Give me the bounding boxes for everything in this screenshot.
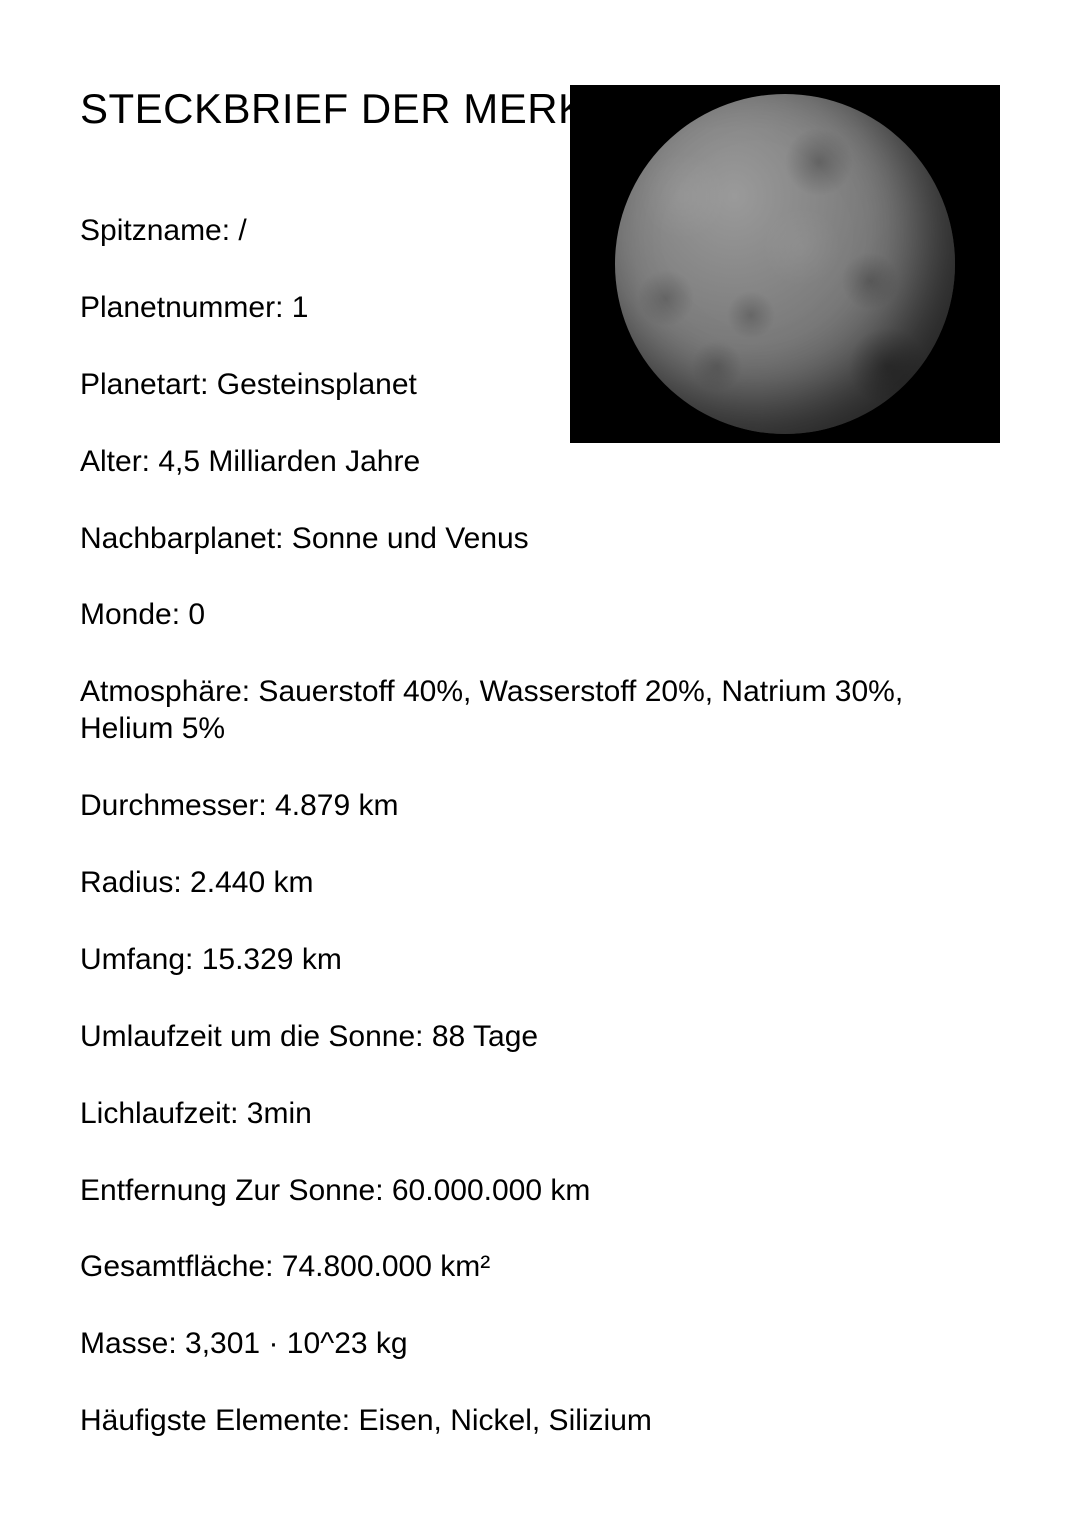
mercury-planet-icon — [615, 94, 955, 434]
fact-row: Spitzname: / — [80, 213, 530, 250]
fact-row: Umfang: 15.329 km — [80, 942, 1000, 979]
fact-label: Planetnummer: — [80, 291, 283, 324]
fact-row: Entfernung Zur Sonne: 60.000.000 km — [80, 1173, 1000, 1210]
fact-value: 2.440 km — [182, 866, 314, 899]
fact-value: 4.879 km — [267, 789, 399, 822]
fact-label: Umfang: — [80, 943, 193, 976]
fact-value: 1 — [283, 291, 308, 324]
fact-row: Gesamtfläche: 74.800.000 km² — [80, 1249, 1000, 1286]
fact-value: 60.000.000 km — [384, 1174, 591, 1207]
fact-value: 74.800.000 km² — [273, 1250, 490, 1283]
fact-label: Lichlaufzeit: — [80, 1097, 238, 1130]
fact-label: Durchmesser: — [80, 789, 267, 822]
fact-row: Monde: 0 — [80, 597, 1000, 634]
fact-row: Alter: 4,5 Milliarden Jahre — [80, 444, 530, 481]
fact-label: Monde: — [80, 598, 180, 631]
fact-label: Häufigste Elemente: — [80, 1404, 350, 1437]
fact-row: Planetnummer: 1 — [80, 290, 530, 327]
fact-label: Atmosphäre: — [80, 675, 250, 708]
fact-value: 15.329 km — [193, 943, 341, 976]
fact-value: / — [230, 214, 247, 247]
fact-value: Eisen, Nickel, Silizium — [350, 1404, 652, 1437]
fact-label: Planetart: — [80, 368, 208, 401]
fact-row: Radius: 2.440 km — [80, 865, 1000, 902]
fact-row: Planetart: Gesteinsplanet — [80, 367, 530, 404]
fact-row: Atmosphäre: Sauerstoff 40%, Wasserstoff … — [80, 674, 1000, 748]
fact-label: Entfernung Zur Sonne: — [80, 1174, 384, 1207]
fact-label: Masse: — [80, 1327, 177, 1360]
fact-value: 4,5 Milliarden Jahre — [150, 445, 420, 478]
fact-label: Spitzname: — [80, 214, 230, 247]
page-container: STECKBRIEF DER MERKUR Spitzname: /Planet… — [80, 85, 1000, 1442]
fact-row: Nachbarplanet: Sonne und Venus — [80, 521, 1000, 558]
fact-value: 88 Tage — [424, 1020, 539, 1053]
fact-value: 0 — [180, 598, 205, 631]
fact-row: Umlaufzeit um die Sonne: 88 Tage — [80, 1019, 1000, 1056]
fact-row: Durchmesser: 4.879 km — [80, 788, 1000, 825]
fact-label: Umlaufzeit um die Sonne: — [80, 1020, 424, 1053]
fact-value: Gesteinsplanet — [208, 368, 416, 401]
fact-row: Lichlaufzeit: 3min — [80, 1096, 1000, 1133]
fact-row: Häufigste Elemente: Eisen, Nickel, Siliz… — [80, 1403, 1000, 1440]
fact-label: Radius: — [80, 866, 182, 899]
planet-image-container — [570, 85, 1000, 443]
fact-label: Alter: — [80, 445, 150, 478]
fact-value: 3min — [238, 1097, 311, 1130]
fact-row: Masse: 3,301 · 10^23 kg — [80, 1326, 1000, 1363]
fact-value: 3,301 · 10^23 kg — [177, 1327, 408, 1360]
fact-label: Nachbarplanet: — [80, 522, 283, 555]
fact-label: Gesamtfläche: — [80, 1250, 273, 1283]
fact-value: Sonne und Venus — [283, 522, 528, 555]
